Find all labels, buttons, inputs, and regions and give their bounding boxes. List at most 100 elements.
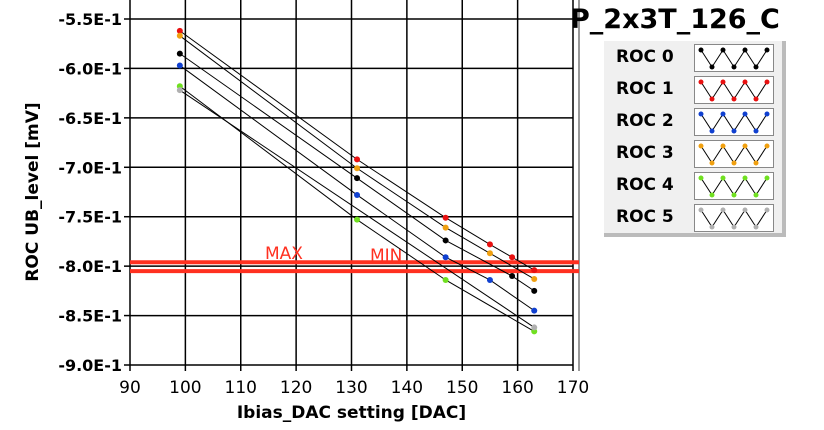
data-point-roc-1 xyxy=(531,267,538,274)
limit-label-min: MIN xyxy=(370,246,402,266)
legend-swatch-marker xyxy=(731,64,737,70)
legend-item-roc-5: ROC 5 xyxy=(612,204,780,232)
data-point-roc-3 xyxy=(176,32,183,39)
legend-swatch-marker xyxy=(753,128,759,134)
legend-swatch-marker xyxy=(742,143,748,149)
legend-swatch-marker xyxy=(720,79,726,85)
legend-swatch-marker xyxy=(731,160,737,166)
x-tick-label: 130 xyxy=(335,378,367,398)
legend-swatch-marker xyxy=(698,207,704,213)
data-point-roc-0 xyxy=(509,273,516,280)
legend-swatch-marker xyxy=(742,79,748,85)
y-tick-label: -6.0E-1 xyxy=(58,59,122,78)
legend-swatch-marker xyxy=(764,175,770,181)
series-line-roc-1 xyxy=(179,30,535,271)
data-point-roc-3 xyxy=(354,165,361,172)
x-tick-label: 110 xyxy=(225,378,257,398)
legend-swatch-marker xyxy=(720,175,726,181)
legend-swatch-marker xyxy=(709,128,715,134)
data-point-roc-1 xyxy=(442,214,449,221)
legend-swatch xyxy=(694,204,774,232)
legend-swatch-line xyxy=(700,177,768,196)
legend-swatch xyxy=(694,140,774,168)
legend-swatch xyxy=(694,76,774,104)
data-point-roc-2 xyxy=(442,254,449,261)
legend-swatch-marker xyxy=(720,47,726,53)
legend-swatch-marker xyxy=(709,192,715,198)
legend-swatch-marker xyxy=(753,96,759,102)
legend-label: ROC 3 xyxy=(616,143,674,163)
data-point-roc-0 xyxy=(176,50,183,57)
legend-swatch-marker xyxy=(764,207,770,213)
data-point-roc-2 xyxy=(486,276,493,283)
chart-title: P_2x3T_126_C xyxy=(570,4,780,35)
y-axis-label: ROC UB_level [mV] xyxy=(23,102,43,281)
legend-swatch-marker xyxy=(764,111,770,117)
legend-swatch-marker xyxy=(753,160,759,166)
x-tick-label: 150 xyxy=(446,378,478,398)
y-tick-label: -7.0E-1 xyxy=(58,158,122,177)
data-point-roc-1 xyxy=(354,156,361,163)
legend-label: ROC 4 xyxy=(616,175,674,195)
legend-swatch-marker xyxy=(753,224,759,230)
legend-swatch-marker xyxy=(698,111,704,117)
data-point-roc-2 xyxy=(354,191,361,198)
data-point-roc-1 xyxy=(176,27,183,34)
legend-swatch-marker xyxy=(709,96,715,102)
series-line-roc-4 xyxy=(179,85,535,332)
legend-swatch-marker xyxy=(764,143,770,149)
legend-swatch-marker xyxy=(753,64,759,70)
data-point-roc-4 xyxy=(442,276,449,283)
legend-item-roc-2: ROC 2 xyxy=(612,108,780,136)
legend-swatch-marker xyxy=(742,47,748,53)
legend-swatch-marker xyxy=(698,47,704,53)
legend-item-roc-1: ROC 1 xyxy=(612,76,780,104)
legend-swatch-line xyxy=(700,113,768,132)
legend-swatch-marker xyxy=(742,207,748,213)
legend-swatch-marker xyxy=(731,128,737,134)
data-point-roc-4 xyxy=(354,216,361,223)
legend-swatch-marker xyxy=(764,47,770,53)
legend-swatch-marker xyxy=(731,96,737,102)
legend-label: ROC 2 xyxy=(616,111,674,131)
legend-swatch-marker xyxy=(709,64,715,70)
legend-item-roc-0: ROC 0 xyxy=(612,44,780,72)
legend-swatch-marker xyxy=(698,79,704,85)
series-line-roc-5 xyxy=(179,89,535,328)
legend-item-roc-3: ROC 3 xyxy=(612,140,780,168)
legend-swatch-marker xyxy=(698,143,704,149)
x-tick-label: 160 xyxy=(501,378,533,398)
data-point-roc-1 xyxy=(486,241,493,248)
legend-swatch-marker xyxy=(720,111,726,117)
legend-swatch-marker xyxy=(720,143,726,149)
data-point-roc-2 xyxy=(531,307,538,314)
y-tick-label: -5.5E-1 xyxy=(58,10,122,29)
legend-swatch-line xyxy=(700,145,768,164)
x-tick-label: 120 xyxy=(280,378,312,398)
y-tick-label: -9.0E-1 xyxy=(58,356,122,375)
legend-swatch-marker xyxy=(731,192,737,198)
legend: ROC 0 ROC 1 ROC 2 ROC 3 ROC 4 ROC 5 xyxy=(604,41,786,237)
y-tick-label: -8.0E-1 xyxy=(58,257,122,276)
legend-swatch-marker xyxy=(731,224,737,230)
legend-swatch xyxy=(694,172,774,200)
legend-label: ROC 5 xyxy=(616,207,674,227)
data-point-roc-0 xyxy=(442,237,449,244)
data-point-roc-1 xyxy=(509,254,516,261)
data-point-roc-3 xyxy=(486,250,493,257)
limit-label-max: MAX xyxy=(265,244,303,264)
x-axis-label: Ibias_DAC setting [DAC] xyxy=(237,403,466,423)
data-point-roc-0 xyxy=(354,175,361,182)
legend-swatch-marker xyxy=(753,192,759,198)
data-point-roc-2 xyxy=(176,62,183,69)
legend-swatch-marker xyxy=(764,79,770,85)
y-tick-label: -6.5E-1 xyxy=(58,109,122,128)
plot-background xyxy=(130,0,580,371)
x-tick-label: 140 xyxy=(391,378,423,398)
y-tick-label: -7.5E-1 xyxy=(58,208,122,227)
legend-swatch-marker xyxy=(742,111,748,117)
legend-swatch-marker xyxy=(720,207,726,213)
legend-label: ROC 0 xyxy=(616,47,674,67)
legend-swatch-marker xyxy=(698,175,704,181)
